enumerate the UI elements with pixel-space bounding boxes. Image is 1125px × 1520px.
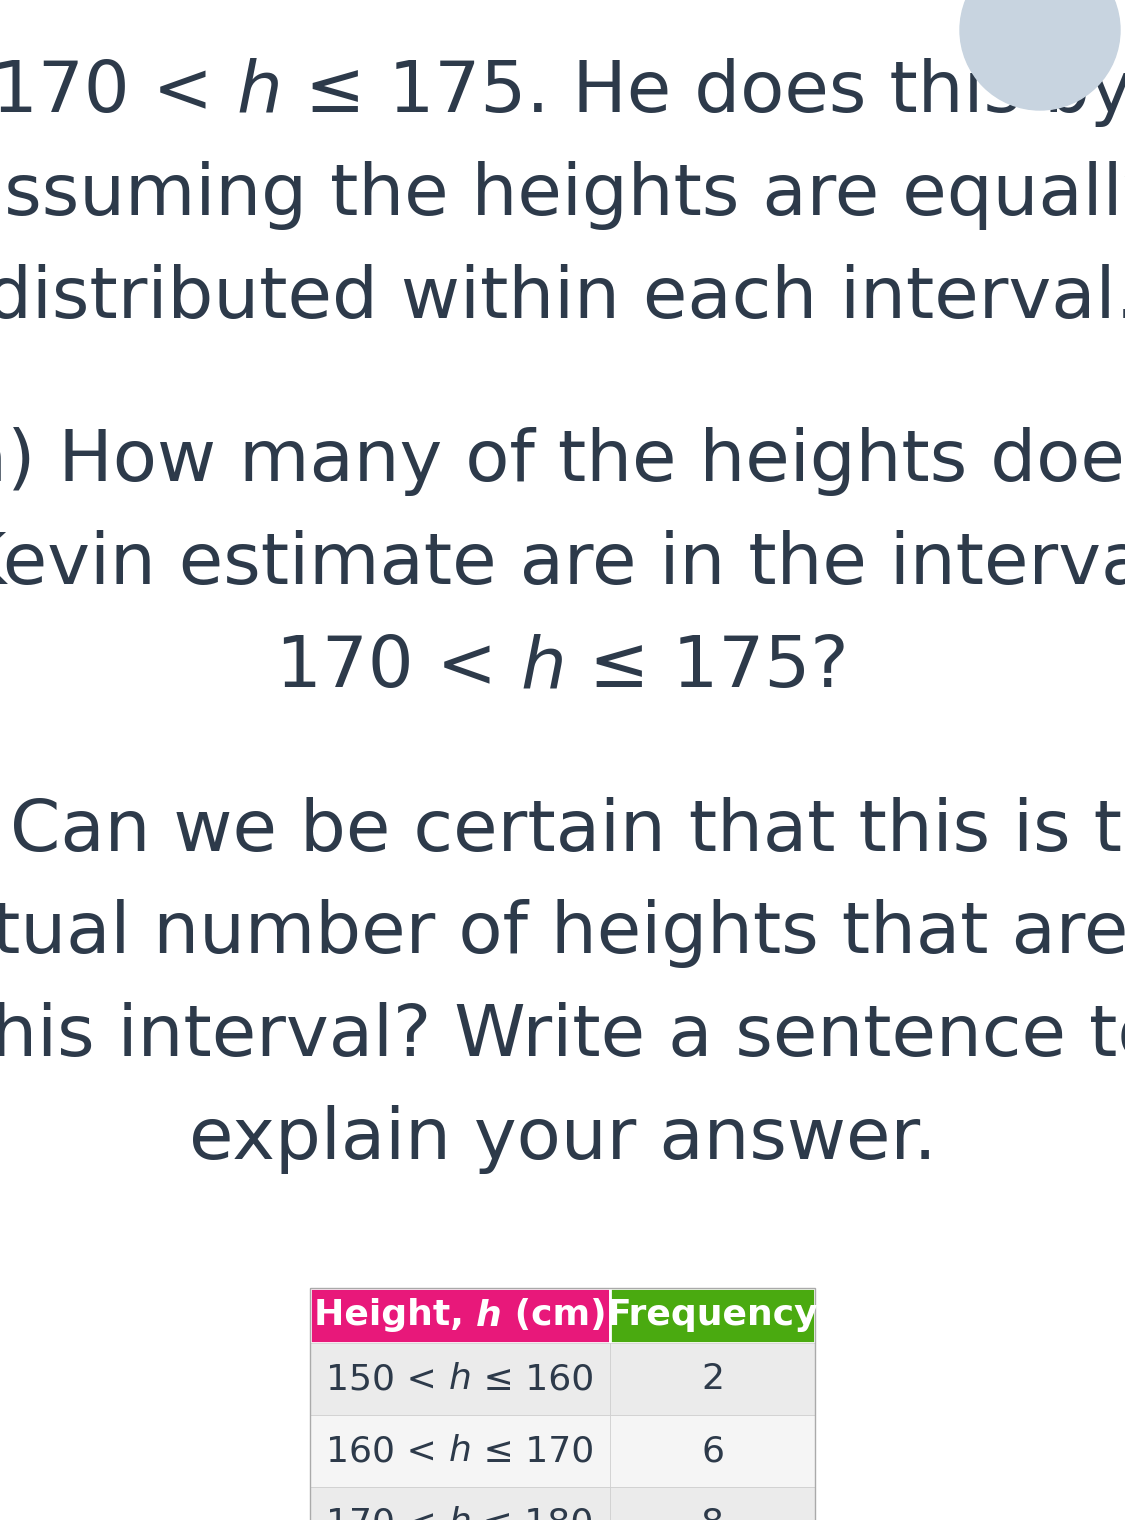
Text: Height,: Height, bbox=[314, 1298, 476, 1333]
Text: h: h bbox=[449, 1506, 471, 1520]
Text: 2: 2 bbox=[701, 1362, 724, 1395]
Text: actual number of heights that are in: actual number of heights that are in bbox=[0, 898, 1125, 968]
Text: this interval? Write a sentence to: this interval? Write a sentence to bbox=[0, 1002, 1125, 1072]
Text: 6: 6 bbox=[701, 1433, 724, 1468]
Text: 170 <: 170 < bbox=[326, 1506, 449, 1520]
Text: 160 <: 160 < bbox=[326, 1433, 449, 1468]
Text: Frequency: Frequency bbox=[606, 1298, 818, 1333]
Text: h: h bbox=[449, 1433, 471, 1468]
Text: ≤ 175. He does this by: ≤ 175. He does this by bbox=[282, 58, 1125, 128]
Bar bbox=[610, 1415, 814, 1487]
Bar bbox=[310, 1287, 610, 1344]
Text: 170 <: 170 < bbox=[0, 58, 236, 128]
Text: h: h bbox=[476, 1298, 502, 1333]
Text: h: h bbox=[521, 632, 566, 702]
Bar bbox=[310, 1487, 610, 1520]
Text: a) How many of the heights does: a) How many of the heights does bbox=[0, 427, 1125, 496]
Text: h: h bbox=[449, 1362, 471, 1395]
Text: ≤ 170: ≤ 170 bbox=[471, 1433, 594, 1468]
Text: ≤ 175?: ≤ 175? bbox=[566, 632, 848, 702]
Text: 8: 8 bbox=[701, 1506, 724, 1520]
Text: (cm): (cm) bbox=[502, 1298, 606, 1333]
Text: Kevin estimate are in the interval: Kevin estimate are in the interval bbox=[0, 530, 1125, 599]
Text: 150 <: 150 < bbox=[326, 1362, 449, 1395]
Text: b) Can we be certain that this is the: b) Can we be certain that this is the bbox=[0, 796, 1125, 865]
Bar bbox=[310, 1415, 610, 1487]
Text: h: h bbox=[236, 58, 282, 128]
Text: explain your answer.: explain your answer. bbox=[189, 1105, 936, 1173]
Bar bbox=[310, 1344, 610, 1415]
Text: ≤ 180: ≤ 180 bbox=[471, 1506, 594, 1520]
Text: ≤ 160: ≤ 160 bbox=[471, 1362, 594, 1395]
Text: 170 <: 170 < bbox=[277, 632, 521, 702]
Bar bbox=[310, 1287, 814, 1520]
Text: distributed within each interval.: distributed within each interval. bbox=[0, 264, 1125, 333]
Bar bbox=[610, 1487, 814, 1520]
Bar bbox=[610, 1287, 814, 1344]
Bar bbox=[610, 1344, 814, 1415]
Circle shape bbox=[960, 0, 1120, 109]
Text: assuming the heights are equally: assuming the heights are equally bbox=[0, 161, 1125, 230]
